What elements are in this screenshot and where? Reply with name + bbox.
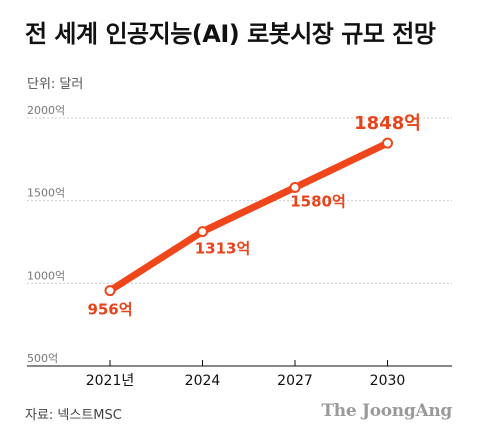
y-tick-labels: 500억 1000억 1500억 2000억 [27,104,65,365]
series-line [106,139,391,295]
point-layer [104,137,393,297]
chart-title: 전 세계 인공지능(AI) 로봇시장 규모 전망 [25,20,436,48]
x-tick-label: 2027 [277,373,313,389]
grid-layer [27,117,452,284]
x-tick-label: 2030 [370,373,406,389]
line-chart: 500억 1000억 1500억 2000억 2021년 2024 2027 2030 95… [27,104,452,389]
data-label-layer: 956억 1313억 1580억 1848억 [87,113,420,318]
y-tick-label: 1500억 [27,187,65,200]
x-tick-label: 2021년 [86,373,135,389]
data-label: 1580억 [290,192,346,210]
x-tick-label: 2024 [185,373,221,389]
data-label: 1848억 [354,113,421,134]
y-tick-label: 500억 [27,352,58,365]
source-note: 자료: 넥스트MSC [25,408,122,423]
x-tick-layer: 2021년 2024 2027 2030 [86,360,406,389]
data-point [197,226,208,238]
y-tick-label: 2000억 [27,104,65,117]
data-point [289,181,301,193]
data-label: 956억 [87,301,132,319]
y-tick-label: 1000억 [27,269,65,282]
unit-label: 단위: 달러 [27,77,84,92]
data-point [382,137,393,149]
brand-logo: The JoongAng [321,401,452,421]
data-label: 1313억 [195,240,251,258]
data-point [104,285,116,297]
